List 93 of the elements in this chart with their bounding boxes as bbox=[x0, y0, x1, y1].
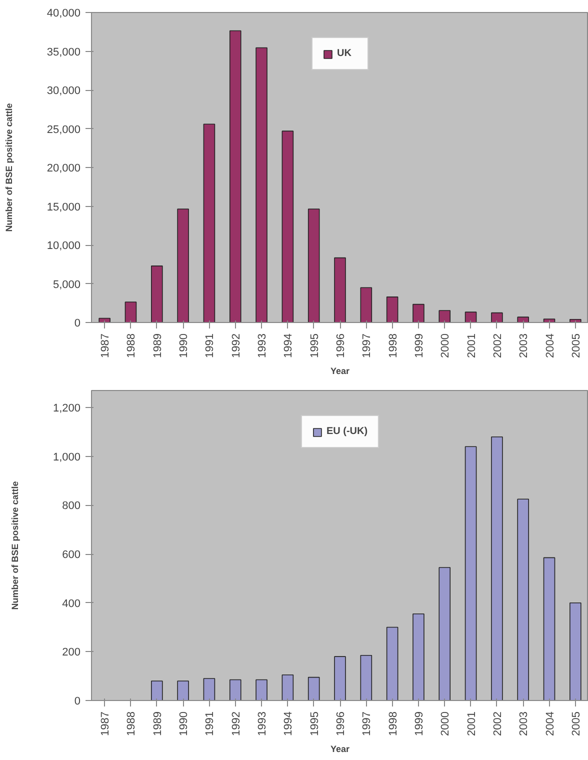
bar bbox=[360, 654, 372, 700]
bar bbox=[386, 626, 398, 700]
x-axis-title: Year bbox=[330, 744, 350, 754]
bar bbox=[177, 208, 189, 322]
y-tick-label: 800 bbox=[62, 500, 81, 512]
x-tick-label: 2004 bbox=[544, 711, 556, 736]
bar bbox=[438, 567, 451, 700]
bar bbox=[412, 304, 424, 322]
bar bbox=[124, 302, 137, 322]
x-tick-label: 1988 bbox=[126, 333, 138, 358]
y-tick-label: 600 bbox=[62, 549, 81, 562]
x-tick-label: 1999 bbox=[413, 711, 426, 736]
bar bbox=[412, 613, 424, 700]
bar bbox=[256, 47, 268, 322]
bar bbox=[334, 257, 346, 322]
x-tick-label: 2001 bbox=[466, 711, 478, 736]
x-tick-label: 1987 bbox=[100, 333, 112, 358]
bar bbox=[229, 30, 242, 322]
y-axis-title: Number of BSE positive cattle bbox=[4, 103, 14, 232]
x-tick-label: 2000 bbox=[440, 711, 452, 736]
bar bbox=[151, 680, 163, 700]
x-tick-label: 1993 bbox=[256, 711, 269, 736]
bar bbox=[308, 208, 320, 322]
y-tick-label: 25,000 bbox=[46, 124, 81, 136]
bar bbox=[570, 602, 582, 700]
x-tick-label: 1988 bbox=[126, 711, 138, 736]
x-tick-label: 1990 bbox=[178, 333, 190, 358]
bar bbox=[203, 678, 216, 700]
y-tick-label: 400 bbox=[62, 598, 81, 610]
x-tick-label: 2005 bbox=[570, 333, 582, 358]
x-tick-label: 1992 bbox=[230, 333, 242, 358]
bar bbox=[491, 436, 503, 700]
x-tick-label: 1997 bbox=[361, 711, 374, 736]
bar bbox=[491, 312, 503, 322]
x-tick-label: 2000 bbox=[440, 333, 452, 358]
x-tick-label: 1989 bbox=[152, 711, 164, 736]
x-tick-label: 1998 bbox=[387, 333, 400, 358]
bar bbox=[229, 679, 242, 700]
y-tick-label: 0 bbox=[74, 696, 81, 708]
x-tick-label: 1994 bbox=[282, 711, 295, 736]
bar bbox=[282, 130, 294, 322]
y-tick-label: 1,200 bbox=[52, 402, 81, 415]
x-tick-label: 1996 bbox=[335, 711, 347, 736]
y-tick-label: 15,000 bbox=[46, 201, 81, 214]
bar bbox=[256, 679, 268, 700]
x-tick-label: 2004 bbox=[544, 333, 556, 358]
legend-label: EU (-UK) bbox=[326, 426, 368, 437]
bar bbox=[464, 446, 477, 700]
x-tick-label: 1991 bbox=[204, 711, 216, 736]
x-tick-label: 1993 bbox=[256, 333, 269, 358]
y-tick-label: 1,000 bbox=[52, 451, 81, 464]
x-tick-label: 1991 bbox=[204, 333, 216, 358]
bar bbox=[151, 266, 163, 322]
y-axis-title: Number of BSE positive cattle bbox=[10, 481, 20, 610]
y-tick-label: 30,000 bbox=[46, 85, 81, 97]
y-tick-label: 5,000 bbox=[52, 278, 81, 291]
x-tick-label: 1989 bbox=[152, 333, 164, 358]
x-axis-title: Year bbox=[330, 366, 350, 376]
bar bbox=[334, 656, 346, 700]
x-tick-label: 1987 bbox=[100, 711, 112, 736]
x-tick-label: 1996 bbox=[335, 333, 347, 358]
y-tick-label: 20,000 bbox=[46, 162, 81, 174]
x-tick-label: 1997 bbox=[361, 333, 374, 358]
bar bbox=[464, 312, 477, 322]
bar bbox=[517, 498, 529, 700]
bar bbox=[203, 124, 216, 322]
bar bbox=[543, 557, 556, 700]
x-tick-label: 2005 bbox=[570, 711, 582, 736]
x-tick-label: 2002 bbox=[492, 711, 504, 736]
y-tick-label: 35,000 bbox=[46, 46, 81, 58]
x-tick-label: 1994 bbox=[282, 333, 295, 358]
bar bbox=[438, 310, 451, 322]
x-tick-label: 1999 bbox=[413, 333, 426, 358]
y-tick-label: 200 bbox=[62, 646, 81, 659]
legend-label: UK bbox=[337, 48, 352, 59]
bar bbox=[360, 287, 372, 322]
bar bbox=[517, 316, 529, 322]
x-tick-label: 2002 bbox=[492, 333, 504, 358]
x-tick-label: 1998 bbox=[387, 711, 400, 736]
x-tick-label: 1992 bbox=[230, 711, 242, 736]
y-tick-label: 0 bbox=[74, 318, 81, 330]
bar bbox=[177, 680, 189, 700]
x-tick-label: 1995 bbox=[308, 333, 321, 358]
y-tick-label: 10,000 bbox=[46, 240, 81, 252]
x-tick-label: 2003 bbox=[518, 333, 530, 358]
y-tick-label: 40,000 bbox=[46, 8, 81, 20]
bar bbox=[282, 674, 294, 700]
bar bbox=[386, 296, 398, 322]
x-tick-label: 1990 bbox=[178, 711, 190, 736]
x-tick-label: 2001 bbox=[466, 333, 478, 358]
x-tick-label: 2003 bbox=[518, 711, 530, 736]
bar bbox=[308, 676, 320, 700]
x-tick-label: 1995 bbox=[308, 711, 321, 736]
